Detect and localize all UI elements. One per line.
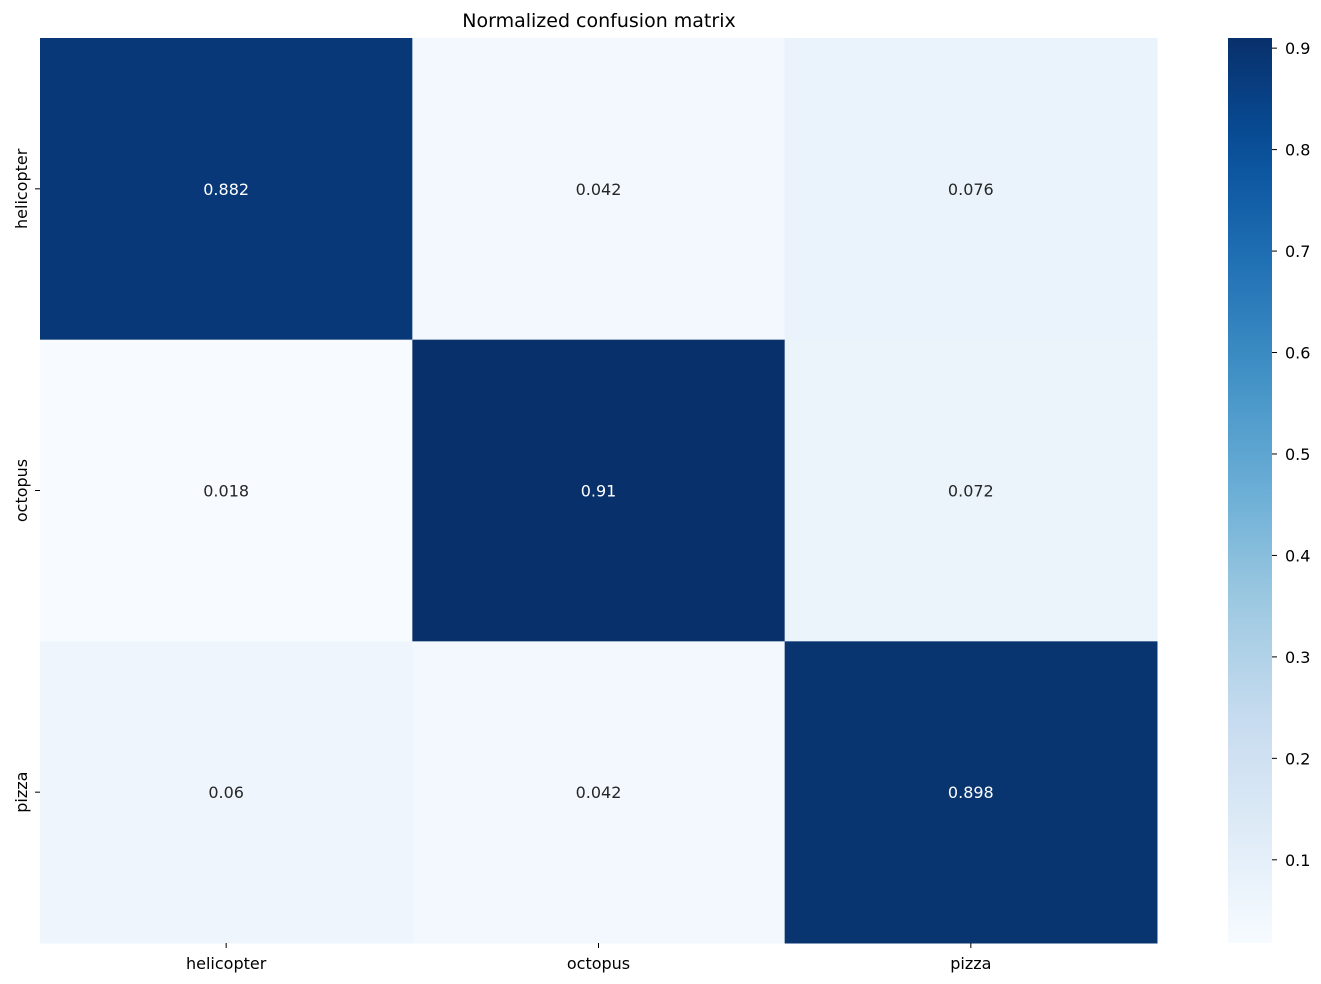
colorbar-tick-label: 0.9	[1285, 39, 1310, 58]
heatmap-cell-octopus-octopus	[412, 339, 786, 642]
y-axis: helicopter octopus pizza	[12, 148, 40, 813]
heatmap-cell-pizza-pizza	[784, 641, 1158, 944]
colorbar-tick-label: 0.4	[1285, 546, 1310, 565]
x-tick-label: octopus	[567, 954, 630, 973]
colorbar-tick-label: 0.8	[1285, 141, 1310, 160]
heatmap-cells	[40, 38, 1158, 944]
cell-value-label: 0.91	[581, 482, 617, 501]
heatmap-cell-octopus-pizza	[784, 339, 1158, 642]
chart-title: Normalized confusion matrix	[462, 10, 735, 32]
cell-value-label: 0.042	[576, 180, 622, 199]
heatmap-cell-pizza-octopus	[412, 641, 786, 944]
heatmap-cell-octopus-helicopter	[40, 339, 413, 642]
x-axis: helicopter octopus pizza	[186, 943, 991, 973]
heatmap-cell-helicopter-pizza	[784, 38, 1158, 341]
cell-value-label: 0.076	[948, 180, 994, 199]
colorbar-tick-label: 0.7	[1285, 242, 1310, 261]
cell-value-label: 0.06	[208, 783, 244, 802]
colorbar: 0.1 0.2 0.3 0.4 0.5 0.6 0.7 0.8 0.9	[1228, 38, 1310, 943]
heatmap-cell-labels: 0.882 0.042 0.076 0.018 0.91 0.072 0.06 0.042 0.…	[203, 180, 993, 802]
colorbar-tick-label: 0.2	[1285, 749, 1310, 768]
heatmap-cell-pizza-helicopter	[40, 641, 413, 944]
y-tick-label: pizza	[12, 772, 31, 813]
cell-value-label: 0.898	[948, 783, 994, 802]
cell-value-label: 0.018	[203, 482, 249, 501]
colorbar-tick-label: 0.5	[1285, 445, 1310, 464]
colorbar-tick-label: 0.3	[1285, 648, 1310, 667]
x-tick-label: helicopter	[186, 954, 267, 973]
cell-value-label: 0.042	[576, 783, 622, 802]
cell-value-label: 0.882	[203, 180, 249, 199]
x-tick-label: pizza	[950, 954, 991, 973]
colorbar-tick-label: 0.6	[1285, 344, 1310, 363]
heatmap-cell-helicopter-octopus	[412, 38, 786, 341]
y-tick-label: octopus	[12, 459, 31, 522]
y-tick-label: helicopter	[12, 148, 31, 229]
cell-value-label: 0.072	[948, 482, 994, 501]
colorbar-gradient	[1228, 38, 1272, 943]
heatmap-cell-helicopter-helicopter	[40, 38, 413, 341]
colorbar-tick-label: 0.1	[1285, 851, 1310, 870]
